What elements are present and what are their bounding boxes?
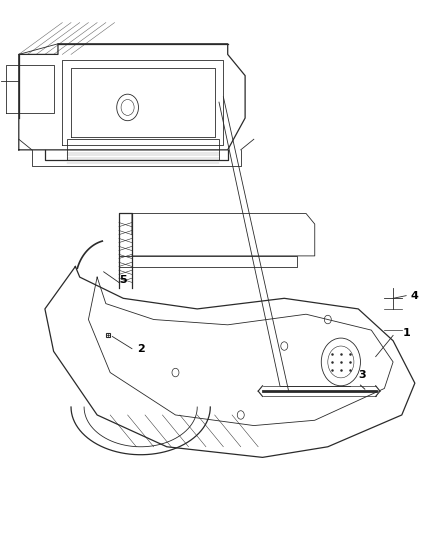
Text: 1: 1	[402, 328, 410, 338]
Text: 5: 5	[120, 274, 127, 285]
Text: 3: 3	[359, 370, 367, 380]
Bar	[67, 139, 219, 160]
Text: 2: 2	[137, 344, 145, 354]
Text: 4: 4	[411, 290, 419, 301]
